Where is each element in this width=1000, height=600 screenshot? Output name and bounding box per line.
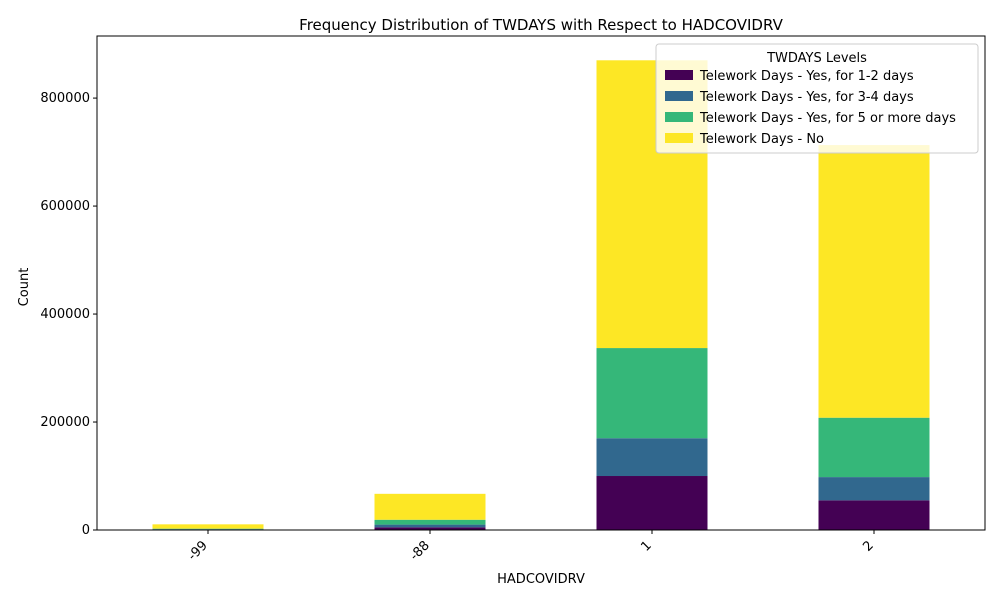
legend-swatch [665,133,693,143]
y-tick-label: 600000 [40,199,90,214]
bar-1-series-1 [596,438,708,477]
x-tick-label: -88 [407,538,433,564]
legend-swatch [665,112,693,122]
legend-entry: Telework Days - Yes, for 3-4 days [699,90,914,105]
bar-1-series-2 [596,348,708,439]
y-tick-label: 400000 [40,307,90,322]
legend-entry: Telework Days - Yes, for 5 or more days [699,111,956,126]
bar--88-series-1 [374,524,486,528]
y-axis-label: Count [17,268,32,307]
bar--99-series-2 [152,528,264,530]
legend-title: TWDAYS Levels [766,51,867,66]
bar--88-series-3 [374,493,486,520]
chart-title: Frequency Distribution of TWDAYS with Re… [299,16,783,34]
bar--88-series-0 [374,527,486,530]
legend: TWDAYS Levels Telework Days - Yes, for 1-… [655,43,979,154]
y-tick-label: 200000 [40,415,90,430]
y-tick-label: 0 [82,523,90,538]
legend-entry: Telework Days - No [699,132,824,147]
bar-2-series-0 [818,500,930,530]
bar--88-series-2 [374,519,486,525]
legend-swatch [665,70,693,80]
bar-2-series-2 [818,417,930,478]
x-tick-label: -99 [185,538,211,564]
legend-swatch [665,91,693,101]
legend-box [655,43,979,154]
axes-layer: 0 200000 400000 600000 800000 -99 -88 1 2 [40,35,986,564]
x-axis-label: HADCOVIDRV [497,572,585,587]
x-tick-label: 1 [638,538,654,554]
plot-frame [96,35,986,531]
bar-1-series-0 [596,476,708,530]
bar-2-series-1 [818,477,930,501]
bar-2-series-3 [818,145,930,418]
bar--99-series-3 [152,524,264,529]
x-tick-label: 2 [860,538,876,554]
y-tick-label: 800000 [40,91,90,106]
legend-entry: Telework Days - Yes, for 1-2 days [699,69,914,84]
